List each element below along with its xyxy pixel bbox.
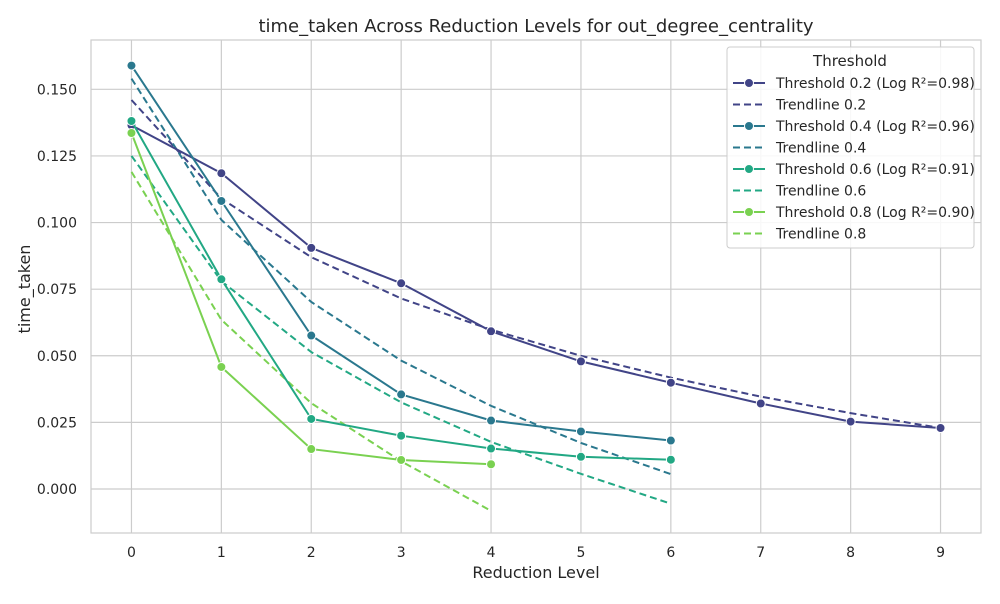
data-point — [396, 278, 407, 289]
data-point — [216, 195, 227, 206]
y-tick-label: 0.000 — [37, 482, 77, 498]
trendline — [130, 99, 941, 429]
data-point — [575, 451, 586, 462]
data-point — [306, 242, 317, 253]
axis-ticks: 0 1 2 3 4 5 6 7 8 9 0.000 0.025 0.050 0.075 0.100 0.125… — [37, 82, 945, 561]
x-tick-label: 6 — [666, 545, 675, 561]
data-point — [575, 426, 586, 437]
series — [126, 60, 946, 512]
data-point — [486, 459, 497, 470]
x-tick-label: 1 — [217, 545, 226, 561]
x-tick-label: 3 — [397, 545, 406, 561]
data-point — [306, 413, 317, 424]
data-point — [486, 415, 497, 426]
data-point — [396, 389, 407, 400]
legend-box — [726, 46, 975, 249]
plot-area-frame — [90, 39, 982, 534]
trendline — [130, 78, 672, 476]
data-point — [935, 423, 946, 434]
legend-label: Threshold 0.2 (Log R²=0.98) — [775, 76, 975, 92]
legend-label: Trendline 0.2 — [775, 98, 866, 114]
legend-label: Trendline 0.6 — [775, 184, 866, 200]
legend-marker — [744, 207, 754, 217]
x-tick-label: 8 — [846, 545, 855, 561]
y-tick-label: 0.150 — [37, 82, 77, 98]
y-axis-label: time_taken — [15, 245, 35, 334]
data-point — [126, 60, 137, 71]
x-tick-label: 5 — [576, 545, 585, 561]
data-point — [845, 416, 856, 427]
data-point — [665, 377, 676, 388]
x-tick-label: 4 — [487, 545, 496, 561]
legend-title: Threshold — [812, 52, 887, 70]
data-point — [126, 116, 137, 127]
legend-marker — [744, 78, 754, 88]
data-point — [216, 361, 227, 372]
y-tick-label: 0.100 — [37, 216, 77, 232]
legend-marker — [744, 121, 754, 131]
y-tick-label: 0.125 — [37, 149, 77, 165]
y-tick-label: 0.075 — [37, 282, 77, 298]
x-tick-label: 7 — [756, 545, 765, 561]
x-tick-label: 9 — [936, 545, 945, 561]
legend-label: Trendline 0.4 — [775, 141, 866, 157]
data-point — [396, 454, 407, 465]
data-point — [396, 430, 407, 441]
legend: Threshold Threshold 0.2 (Log R²=0.98) Tre… — [726, 46, 975, 249]
legend-label: Trendline 0.8 — [775, 227, 866, 243]
x-tick-label: 2 — [307, 545, 316, 561]
data-point — [665, 454, 676, 465]
legend-label: Threshold 0.8 (Log R²=0.90) — [775, 205, 975, 221]
trendline — [130, 171, 492, 512]
data-point — [216, 168, 227, 179]
x-axis-label: Reduction Level — [472, 563, 599, 582]
grid — [91, 40, 981, 533]
y-tick-label: 0.050 — [37, 349, 77, 365]
data-point — [486, 443, 497, 454]
legend-label: Threshold 0.6 (Log R²=0.91) — [775, 162, 975, 178]
data-point — [216, 274, 227, 285]
data-point — [306, 444, 317, 455]
data-point — [126, 128, 137, 139]
legend-marker — [744, 164, 754, 174]
x-tick-label: 0 — [127, 545, 136, 561]
series-line — [131, 124, 941, 429]
data-point — [755, 398, 766, 409]
data-point — [575, 356, 586, 367]
data-point — [306, 330, 317, 341]
y-tick-label: 0.025 — [37, 415, 77, 431]
legend-label: Threshold 0.4 (Log R²=0.96) — [775, 119, 975, 135]
chart-title: time_taken Across Reduction Levels for o… — [258, 16, 813, 37]
data-point — [486, 326, 497, 337]
data-point — [665, 435, 676, 446]
